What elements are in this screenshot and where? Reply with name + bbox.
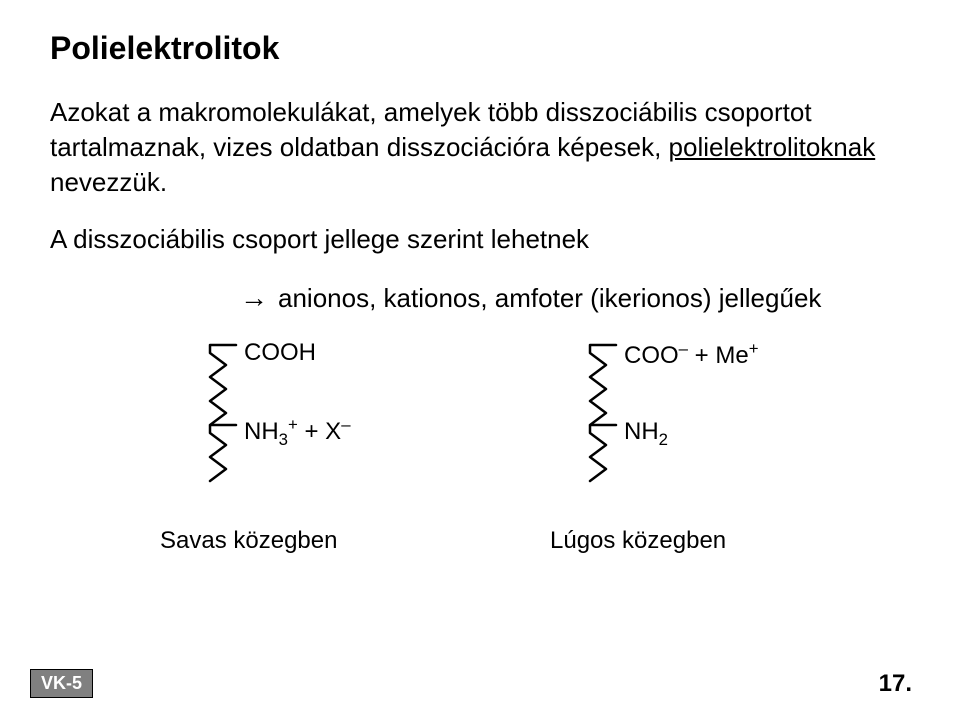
- classification-types: anionos, kationos, amfoter (ikerionos) j…: [278, 281, 821, 316]
- molecule-acidic: COOH NH3+ + X–: [190, 337, 351, 487]
- group-nh3plus: NH3+ + X–: [244, 415, 351, 450]
- footer-badge: VK-5: [30, 669, 93, 698]
- classification-arrow-line: → anionos, kationos, amfoter (ikerionos)…: [240, 279, 910, 317]
- paragraph-classification: A disszociábilis csoport jellege szerint…: [50, 222, 910, 257]
- para1-suffix: nevezzük.: [50, 167, 167, 197]
- molecule-basic: COO– + Me+ NH2: [570, 337, 759, 487]
- para1-underlined: polielektrolitoknak: [669, 132, 876, 162]
- group-coo-minus: COO– + Me+: [624, 339, 759, 370]
- molecule-acidic-labels: COOH NH3+ + X–: [244, 337, 351, 450]
- slide-title: Polielektrolitok: [50, 30, 910, 67]
- slide: Polielektrolitok Azokat a makromolekulák…: [0, 0, 960, 720]
- polymer-chain-icon: [190, 337, 240, 487]
- group-nh2: NH2: [624, 418, 759, 450]
- page-number: 17.: [879, 670, 912, 698]
- group-cooh: COOH: [244, 339, 351, 367]
- polymer-chain-icon: [570, 337, 620, 487]
- right-arrow-icon: →: [240, 279, 268, 317]
- paragraph-definition: Azokat a makromolekulákat, amelyek több …: [50, 95, 910, 200]
- diagram-area: COOH NH3+ + X– Savas közegben COO– + Me+…: [50, 337, 910, 617]
- molecule-basic-labels: COO– + Me+ NH2: [624, 337, 759, 450]
- label-basic-medium: Lúgos közegben: [550, 527, 726, 555]
- label-acidic-medium: Savas közegben: [160, 527, 337, 555]
